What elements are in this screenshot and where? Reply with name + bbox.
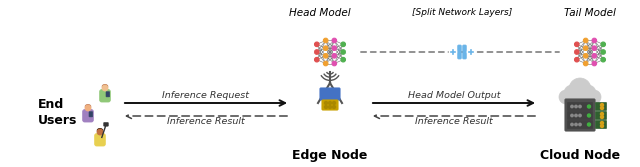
FancyBboxPatch shape [100, 90, 110, 102]
Circle shape [332, 61, 337, 66]
Circle shape [323, 38, 328, 43]
FancyBboxPatch shape [104, 123, 108, 126]
FancyBboxPatch shape [322, 100, 338, 110]
Circle shape [570, 50, 573, 54]
Circle shape [600, 113, 604, 116]
Circle shape [575, 50, 579, 54]
Ellipse shape [97, 129, 102, 132]
Circle shape [579, 114, 581, 117]
FancyBboxPatch shape [565, 99, 595, 131]
Text: End
Users: End Users [38, 98, 77, 126]
FancyBboxPatch shape [568, 103, 593, 111]
Circle shape [584, 61, 588, 66]
Text: Tail Model: Tail Model [564, 8, 616, 18]
FancyBboxPatch shape [95, 134, 106, 146]
Text: Edge Node: Edge Node [292, 149, 368, 162]
Circle shape [588, 123, 591, 126]
Circle shape [584, 46, 588, 50]
Circle shape [332, 46, 337, 50]
Circle shape [102, 85, 108, 91]
Circle shape [449, 48, 456, 55]
Circle shape [314, 57, 319, 62]
Circle shape [588, 114, 591, 117]
Circle shape [607, 50, 609, 54]
Circle shape [592, 54, 596, 58]
Circle shape [467, 48, 474, 55]
Text: Inference Result: Inference Result [415, 117, 493, 126]
Circle shape [564, 85, 580, 101]
Circle shape [575, 57, 579, 62]
Circle shape [584, 38, 588, 43]
Circle shape [85, 105, 91, 111]
Circle shape [332, 54, 337, 58]
Circle shape [579, 105, 581, 108]
FancyBboxPatch shape [595, 103, 607, 111]
Circle shape [571, 105, 573, 108]
Circle shape [323, 46, 328, 50]
Circle shape [314, 50, 319, 54]
Circle shape [323, 61, 328, 66]
FancyBboxPatch shape [458, 45, 461, 59]
Circle shape [601, 57, 605, 62]
Circle shape [592, 46, 596, 50]
Circle shape [341, 42, 346, 47]
Circle shape [571, 114, 573, 117]
Circle shape [600, 116, 604, 119]
Circle shape [600, 125, 604, 127]
Circle shape [584, 54, 588, 58]
FancyBboxPatch shape [568, 112, 593, 120]
Circle shape [333, 102, 335, 105]
Circle shape [592, 61, 596, 66]
Circle shape [328, 106, 332, 109]
Circle shape [324, 106, 328, 109]
Circle shape [575, 123, 577, 126]
Circle shape [600, 107, 604, 110]
FancyBboxPatch shape [106, 92, 109, 97]
FancyBboxPatch shape [83, 110, 93, 122]
Circle shape [328, 102, 332, 105]
Circle shape [569, 78, 591, 100]
Circle shape [97, 129, 103, 135]
Circle shape [580, 85, 596, 101]
Circle shape [600, 104, 604, 107]
Circle shape [601, 42, 605, 47]
Ellipse shape [86, 105, 90, 108]
Circle shape [587, 90, 601, 104]
Ellipse shape [102, 85, 108, 88]
Circle shape [588, 105, 591, 108]
Text: [Split Network Layers]: [Split Network Layers] [412, 8, 512, 17]
Circle shape [592, 38, 596, 43]
Circle shape [579, 123, 581, 126]
Circle shape [600, 122, 604, 125]
Text: Head Model: Head Model [289, 8, 351, 18]
Circle shape [571, 123, 573, 126]
Circle shape [310, 50, 314, 54]
Circle shape [559, 90, 573, 104]
Text: Head Model Output: Head Model Output [408, 91, 500, 100]
Circle shape [346, 50, 349, 54]
FancyBboxPatch shape [595, 121, 607, 128]
Circle shape [314, 42, 319, 47]
Circle shape [323, 54, 328, 58]
FancyBboxPatch shape [568, 121, 593, 128]
Circle shape [341, 50, 346, 54]
Circle shape [332, 38, 337, 43]
Text: Inference Result: Inference Result [167, 117, 245, 126]
FancyBboxPatch shape [320, 88, 340, 100]
Circle shape [575, 42, 579, 47]
FancyBboxPatch shape [89, 112, 93, 117]
FancyBboxPatch shape [463, 45, 467, 59]
Circle shape [575, 105, 577, 108]
Circle shape [333, 106, 335, 109]
Circle shape [324, 102, 328, 105]
Circle shape [601, 50, 605, 54]
Circle shape [341, 57, 346, 62]
Text: Inference Request: Inference Request [163, 91, 250, 100]
Text: Cloud Node: Cloud Node [540, 149, 620, 162]
Circle shape [575, 114, 577, 117]
FancyBboxPatch shape [595, 112, 607, 120]
